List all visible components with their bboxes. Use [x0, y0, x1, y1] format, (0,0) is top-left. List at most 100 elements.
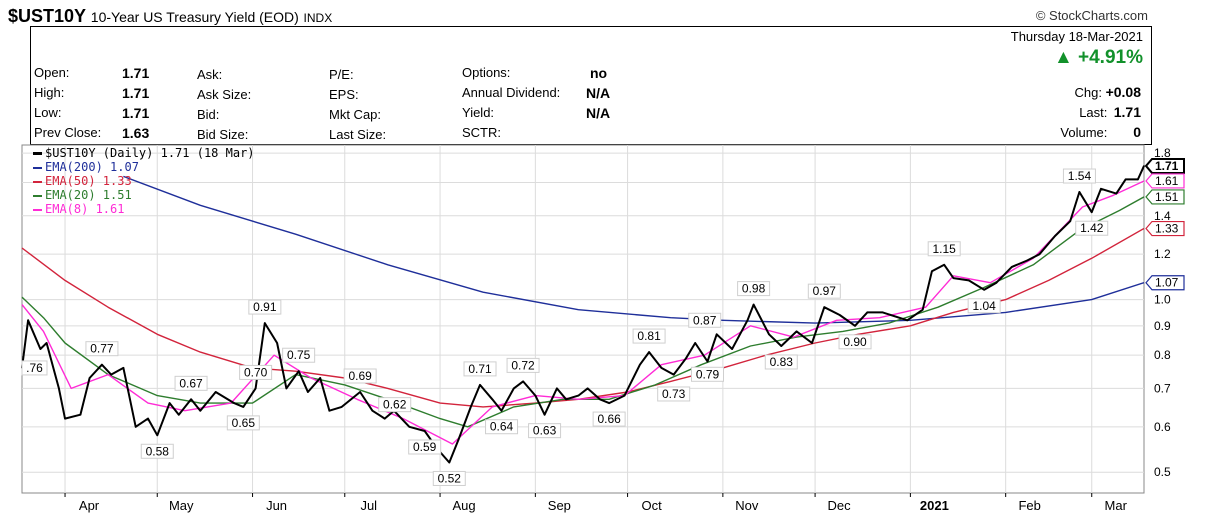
price-point — [199, 409, 202, 412]
price-point — [1011, 266, 1013, 268]
last-value-tag-label: 1.71 — [1155, 159, 1179, 173]
legend-swatch — [33, 208, 42, 211]
legend-item-ema20[interactable]: EMA(20) 1.51 — [33, 188, 255, 202]
price-point — [297, 370, 300, 373]
annotation-box — [1062, 168, 1096, 184]
price-point — [1078, 191, 1081, 193]
y-tick-label: 0.8 — [1154, 348, 1171, 362]
annotation-box — [140, 443, 174, 459]
price-point — [408, 426, 411, 428]
price-point — [214, 391, 217, 393]
quote-value: 1.71 — [122, 65, 150, 81]
price-point — [1100, 188, 1102, 190]
price-point — [168, 402, 171, 404]
price-point — [943, 263, 945, 266]
quote-label: Bid: — [197, 107, 220, 122]
annotation-box — [838, 334, 872, 350]
annotation-box — [764, 354, 798, 370]
legend-item-ema50[interactable]: EMA(50) 1.33 — [33, 174, 255, 188]
price-point — [586, 387, 589, 390]
quote-label: Last Size: — [329, 127, 387, 142]
annotation-box — [282, 347, 316, 363]
y-tick-label: 1.0 — [1154, 293, 1171, 307]
price-point — [177, 413, 180, 416]
quote-label: Annual Dividend: — [462, 85, 561, 100]
annotation-box — [528, 423, 562, 439]
legend-label: EMA(20) 1.51 — [45, 188, 132, 202]
y-tick-label: 0.7 — [1154, 381, 1171, 395]
legend-item-ema200[interactable]: EMA(200) 1.07 — [33, 160, 255, 174]
annotation-box — [248, 299, 282, 315]
quote-label: Open: — [34, 65, 70, 80]
annotation-label: 0.66 — [597, 412, 621, 426]
price-point — [906, 319, 909, 322]
quote-options: Options: no — [462, 65, 607, 85]
price-point — [811, 342, 813, 344]
annotation-label: 0.58 — [146, 444, 170, 458]
price-point — [556, 387, 558, 390]
price-point — [110, 373, 112, 376]
price-point — [64, 417, 66, 420]
price-point — [648, 351, 650, 353]
x-tick-label: Apr — [79, 498, 100, 513]
quote-label: Volume: — [1060, 125, 1108, 140]
price-point — [307, 391, 309, 393]
annotation-label: 0.72 — [511, 358, 535, 372]
quote-label: Bid Size: — [197, 127, 249, 142]
price-point — [1115, 192, 1118, 195]
exchange: INDX — [303, 11, 333, 25]
quote-low: Low: 1.71 — [34, 105, 149, 125]
quote-value: no — [590, 65, 608, 81]
quote-col-2: Ask: Ask Size: Bid: Bid Size: — [197, 65, 251, 145]
annotation-box — [408, 439, 442, 455]
x-tick-label: Sep — [548, 498, 571, 513]
price-point — [660, 367, 663, 369]
quote-yield: Yield: N/A — [462, 105, 610, 125]
price-point — [1038, 253, 1041, 255]
annotation-box — [592, 411, 626, 427]
annotation-label: 0.98 — [742, 282, 766, 296]
y-tick-label: 0.9 — [1154, 319, 1171, 333]
quote-sctr: SCTR: — [462, 125, 560, 145]
annotation-label: 1.42 — [1080, 221, 1104, 235]
annotation-label: 0.79 — [696, 367, 720, 381]
x-tick-label: 2021 — [920, 498, 949, 513]
last-value-tag-ema50: 1.33 — [1145, 220, 1185, 237]
price-point — [491, 398, 494, 401]
x-tick-label: Jul — [360, 498, 377, 513]
price-point — [88, 377, 91, 379]
price-point — [513, 387, 515, 390]
annotation-box — [463, 361, 497, 377]
last-value-tag-price: 1.71 — [1144, 157, 1185, 174]
last-value-tag-label: 1.51 — [1155, 190, 1179, 204]
price-point — [1090, 211, 1093, 214]
legend-label: EMA(8) 1.61 — [45, 202, 125, 216]
price-point — [470, 406, 472, 408]
legend-item-price[interactable]: $UST10Y (Daily) 1.71 (18 Mar) — [33, 146, 255, 160]
legend-item-ema8[interactable]: EMA(8) 1.61 — [33, 202, 255, 216]
brand-logo[interactable]: © StockCharts.com — [1035, 8, 1148, 23]
last-value-tag-shape — [1145, 189, 1185, 205]
annotation-box — [807, 283, 841, 299]
price-point — [1054, 235, 1056, 237]
last-value-tag-label: 1.07 — [1155, 276, 1179, 290]
quote-value: 1.63 — [122, 125, 150, 141]
annotation-label: 0.67 — [179, 376, 203, 390]
price-point — [1143, 165, 1145, 167]
legend-label: EMA(200) 1.07 — [45, 160, 139, 174]
annotation-box — [632, 328, 666, 344]
annotation-box — [967, 298, 1001, 314]
annotation-label: 0.65 — [232, 416, 256, 430]
annotation-label: 0.91 — [253, 300, 277, 314]
price-point — [457, 438, 460, 441]
price-point — [694, 342, 696, 344]
annotation-label: 0.63 — [533, 424, 557, 438]
price-point — [39, 348, 42, 350]
annotation-box — [343, 368, 377, 384]
annotation-label: .76 — [26, 361, 43, 375]
annotation-label: 0.77 — [90, 342, 114, 356]
price-point — [599, 398, 601, 401]
quote-change: Chg: +0.08 — [1074, 84, 1141, 100]
y-tick-label: 0.5 — [1154, 465, 1171, 479]
